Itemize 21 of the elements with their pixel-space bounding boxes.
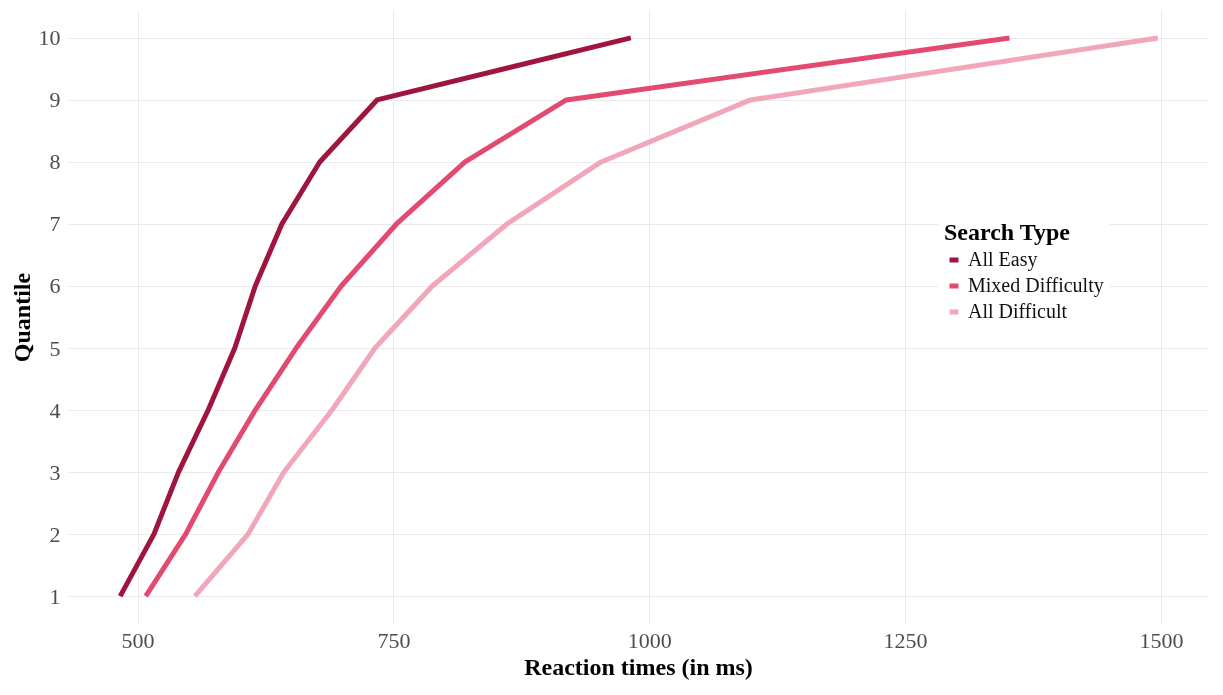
y-tick-label: 10 [38, 25, 61, 51]
y-tick-label: 2 [49, 521, 61, 547]
x-tick-label: 500 [121, 627, 155, 653]
y-tick-label: 9 [49, 87, 61, 113]
legend-label: All Difficult [968, 300, 1068, 322]
legend-label: Mixed Difficulty [968, 274, 1104, 297]
y-axis-title: Quantile [8, 272, 35, 363]
y-tick-label: 8 [49, 149, 61, 175]
x-tick-label: 1250 [883, 627, 928, 653]
y-tick-label: 7 [49, 211, 61, 237]
x-tick-label: 1500 [1139, 627, 1184, 653]
x-tick-label: 750 [377, 627, 411, 653]
x-tick-label: 1000 [627, 627, 672, 653]
y-tick-label: 1 [49, 583, 61, 609]
x-axis-title: Reaction times (in ms) [524, 653, 753, 680]
y-tick-label: 4 [49, 397, 61, 423]
y-tick-label: 6 [49, 273, 61, 299]
y-tick-label: 3 [49, 459, 61, 485]
legend-title: Search Type [944, 219, 1071, 245]
legend-label: All Easy [968, 248, 1038, 271]
y-tick-label: 5 [49, 335, 61, 361]
